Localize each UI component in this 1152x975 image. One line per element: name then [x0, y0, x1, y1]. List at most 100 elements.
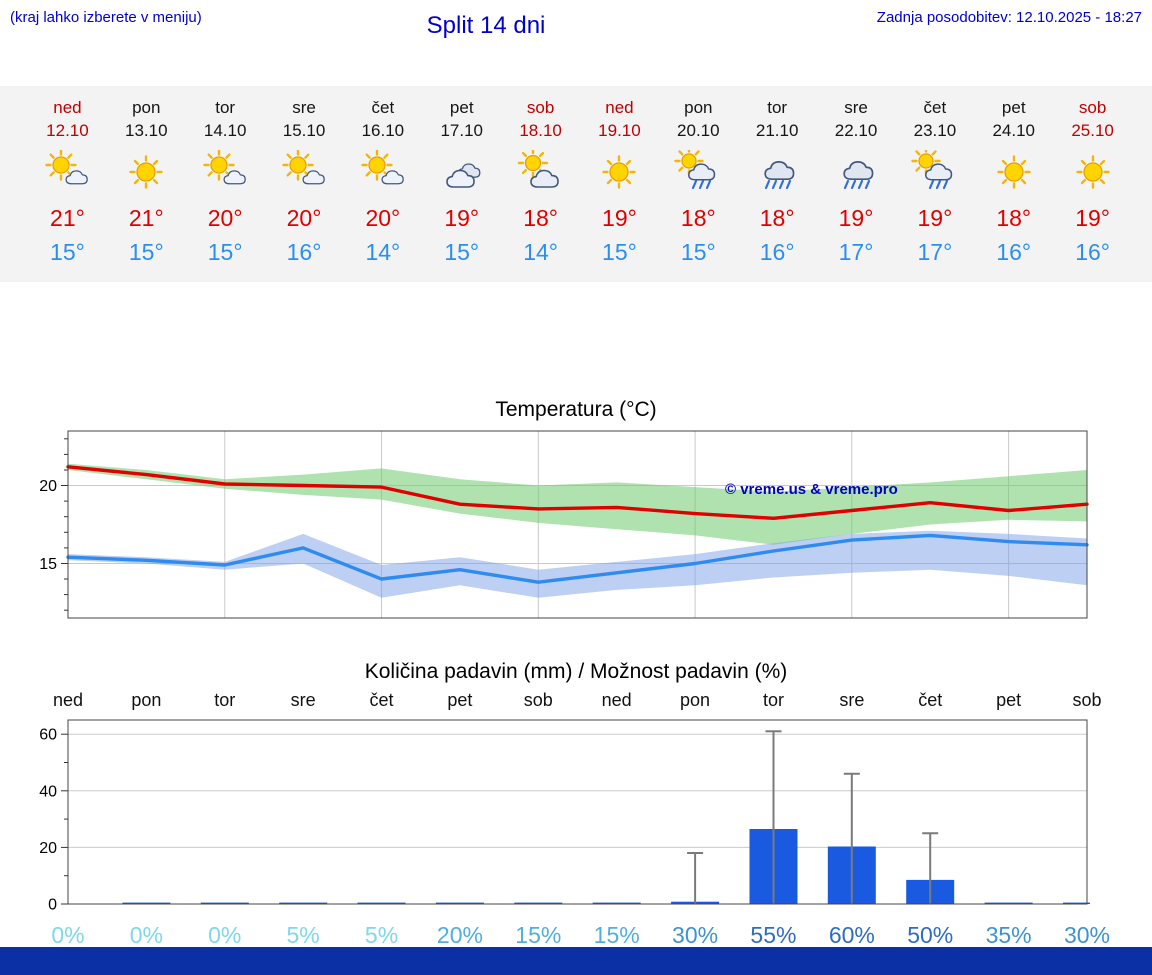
- rain-icon: [738, 147, 817, 197]
- precip-day-label: sre: [839, 690, 865, 710]
- precip-day-label: sob: [1072, 690, 1102, 710]
- precip-day-label: ned: [52, 690, 84, 710]
- precip-day-label: sre: [290, 690, 316, 710]
- low-temp: 15°: [128, 239, 164, 265]
- day-date: 19.10: [598, 121, 641, 140]
- day-date: 12.10: [46, 121, 89, 140]
- forecast-day: čet 16.10 20° 14°: [343, 98, 422, 266]
- forecast-day: ned 12.10 21° 15°: [28, 98, 107, 266]
- precipitation-chart-wrap: 0 20 40 60: [30, 714, 1090, 914]
- low-temp: 17°: [917, 239, 953, 265]
- spacer: [0, 282, 1152, 398]
- low-temp: 17°: [838, 239, 874, 265]
- forecast-day: sob 18.10 18° 14°: [501, 98, 580, 266]
- day-date: 21.10: [755, 121, 799, 140]
- forecast-day: pet 17.10 19° 15°: [422, 98, 501, 266]
- precip-probability: 50%: [907, 922, 954, 948]
- low-temp: 16°: [286, 239, 322, 265]
- svg-text:0: 0: [48, 897, 57, 914]
- day-date: 20.10: [677, 121, 720, 140]
- low-temp: 16°: [1075, 239, 1110, 265]
- high-temp: 19°: [602, 205, 637, 231]
- sun-icon: [580, 147, 659, 197]
- day-date: 25.10: [1071, 121, 1114, 140]
- precip-day-label: pon: [131, 690, 162, 710]
- day-name: tor: [767, 98, 788, 117]
- precipitation-section: Količina padavin (mm) / Možnost padavin …: [0, 660, 1152, 954]
- day-date: 18.10: [519, 121, 562, 140]
- precip-day-label: pet: [996, 690, 1022, 710]
- precip-day-label: sob: [523, 690, 553, 710]
- high-temp: 21°: [128, 205, 164, 231]
- svg-text:40: 40: [39, 783, 57, 800]
- low-temp: 16°: [996, 239, 1032, 265]
- low-temp: 15°: [444, 239, 480, 265]
- precip-probability: 15%: [515, 922, 562, 948]
- day-date: 16.10: [361, 121, 405, 140]
- sun-icon: [107, 147, 186, 197]
- high-temp: 18°: [996, 205, 1032, 231]
- high-temp: 18°: [680, 205, 716, 231]
- low-temp: 14°: [365, 239, 401, 265]
- forecast-day: čet 23.10 19° 17°: [895, 98, 974, 266]
- precip-probability: 15%: [593, 922, 640, 948]
- low-temp: 15°: [50, 239, 85, 265]
- forecast-day: sre 15.10 20° 16°: [265, 98, 344, 266]
- forecast-day: tor 21.10 18° 16°: [738, 98, 817, 266]
- svg-text:© vreme.us & vreme.pro: © vreme.us & vreme.pro: [725, 481, 898, 498]
- day-date: 13.10: [125, 121, 168, 140]
- day-name: čet: [371, 98, 395, 117]
- high-temp: 19°: [838, 205, 874, 231]
- forecast-day: pon 13.10 21° 15°: [107, 98, 186, 266]
- precip-day-label: čet: [369, 690, 394, 710]
- precip-day-labels: ned pon tor sre čet pet sob ned pon tor sre čet pet s…: [30, 690, 1102, 714]
- high-temp: 19°: [1075, 205, 1110, 231]
- day-name: pon: [684, 98, 713, 117]
- cloudy-icon: [422, 147, 501, 197]
- forecast-day: pon 20.10 18° 15°: [659, 98, 738, 266]
- day-name: sob: [526, 98, 555, 117]
- day-name: ned: [605, 98, 634, 117]
- header: (kraj lahko izberete v meniju) Split 14 …: [0, 0, 1152, 86]
- forecast-day: ned 19.10 19° 15°: [580, 98, 659, 266]
- high-temp: 18°: [759, 205, 795, 231]
- precip-day-label: pet: [447, 690, 473, 710]
- precip-probability: 30%: [672, 922, 719, 948]
- forecast-day: sob 25.10 19° 16°: [1053, 98, 1132, 266]
- precip-probability: 35%: [985, 922, 1032, 948]
- day-date: 15.10: [282, 121, 326, 140]
- precip-prob-row: 0% 0% 0% 5% 5% 20% 15% 15% 30% 55% 60% 50% 35% 30%: [30, 920, 1110, 954]
- precip-probability: 55%: [750, 922, 797, 948]
- sun-cloud-icon: [343, 147, 422, 197]
- day-name: tor: [215, 98, 236, 117]
- sun-cloud-icon: [186, 147, 265, 197]
- precip-day-label: pon: [680, 690, 711, 710]
- precip-day-label: tor: [762, 690, 784, 710]
- precip-probability: 0%: [208, 922, 242, 948]
- high-temp: 21°: [50, 205, 85, 231]
- day-name: sre: [292, 98, 316, 117]
- forecast-day: pet 24.10 18° 16°: [974, 98, 1053, 266]
- forecast-day: tor 14.10 20° 15°: [186, 98, 265, 266]
- sun-icon: [1053, 147, 1132, 197]
- precip-probability: 5%: [286, 922, 320, 948]
- precipitation-chart-title: Količina padavin (mm) / Možnost padavin …: [364, 660, 788, 683]
- forecast-strip: ned 12.10 21° 15° pon 13.10 21° 15° tor 14.10 20° 1…: [0, 86, 1152, 282]
- day-name: pet: [449, 98, 474, 117]
- page-title: Split 14 dni: [426, 12, 546, 39]
- day-name: ned: [53, 98, 82, 117]
- precipitation-chart: 0 20 40 60: [39, 719, 1090, 914]
- day-name: sob: [1078, 98, 1107, 117]
- day-date: 17.10: [440, 121, 483, 140]
- svg-text:20: 20: [39, 840, 57, 857]
- rain-sun-icon: [895, 147, 974, 197]
- temperature-chart-wrap: 15 20 © vreme.us & vreme.pro: [30, 428, 1090, 628]
- day-name: čet: [923, 98, 947, 117]
- high-temp: 20°: [365, 205, 401, 231]
- high-temp: 20°: [207, 205, 243, 231]
- temperature-chart: 15 20 © vreme.us & vreme.pro: [39, 430, 1089, 619]
- day-name: pet: [1001, 98, 1026, 117]
- low-temp: 15°: [680, 239, 716, 265]
- svg-text:15: 15: [39, 556, 57, 573]
- day-date: 14.10: [203, 121, 247, 140]
